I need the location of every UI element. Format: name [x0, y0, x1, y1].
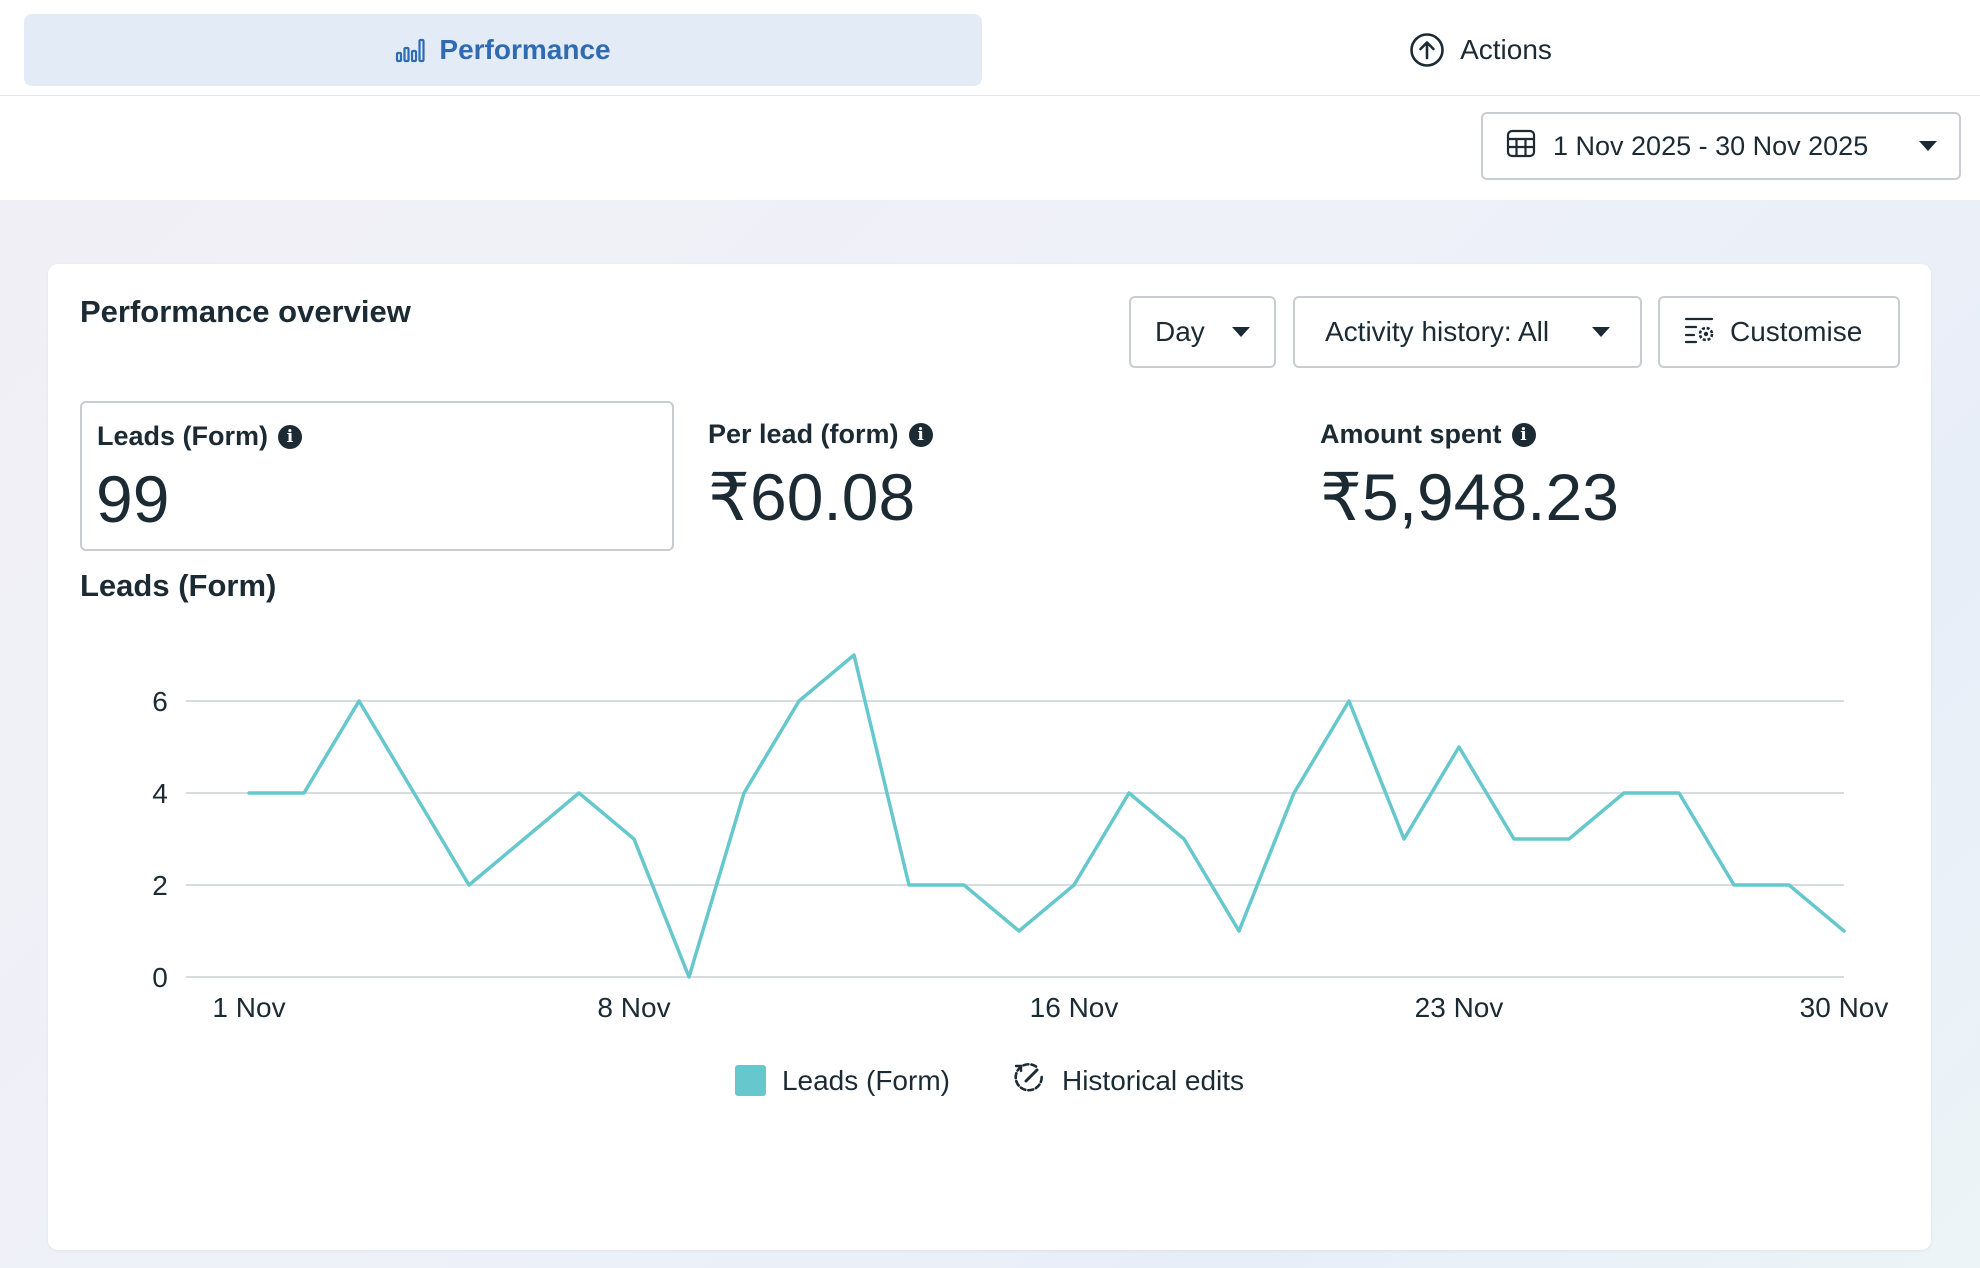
day-dropdown-label: Day — [1155, 316, 1205, 347]
customise-button[interactable]: Customise — [1658, 296, 1900, 368]
chart-legend: Leads (Form) Historical edits — [48, 1060, 1931, 1101]
info-icon[interactable]: i — [278, 424, 303, 449]
metric-per-lead-label-row: Per lead (form) i — [708, 419, 933, 450]
y-tick-label: 2 — [152, 870, 168, 901]
day-dropdown[interactable]: Day — [1129, 296, 1276, 368]
info-icon[interactable]: i — [908, 422, 933, 447]
legend-item-leads[interactable]: Leads (Form) — [734, 1060, 950, 1101]
chevron-down-icon — [1232, 327, 1250, 337]
arrow-up-circle-icon — [1408, 31, 1446, 69]
legend-edits-label: Historical edits — [1061, 1064, 1245, 1096]
metric-leads[interactable]: Leads (Form) i 99 — [80, 401, 674, 551]
tab-performance[interactable]: Performance — [24, 14, 982, 86]
tab-performance-label: Performance — [439, 34, 611, 65]
metric-amount-spent-value: ₹5,948.23 — [1320, 460, 1619, 534]
activity-history-dropdown[interactable]: Activity history: All — [1293, 296, 1642, 368]
metric-leads-label: Leads (Form) — [97, 421, 269, 451]
metric-amount-spent[interactable]: Amount spent i ₹5,948.23 — [1320, 401, 1880, 551]
activity-history-label: Activity history: All — [1325, 316, 1550, 347]
x-tick-label: 1 Nov — [212, 992, 285, 1023]
info-icon[interactable]: i — [1511, 422, 1536, 447]
x-tick-label: 30 Nov — [1800, 992, 1889, 1023]
legend-leads-label: Leads (Form) — [781, 1064, 950, 1096]
metric-amount-spent-label: Amount spent — [1320, 419, 1502, 449]
customise-label: Customise — [1730, 316, 1863, 347]
metric-per-lead-value: ₹60.08 — [708, 460, 916, 534]
series-line-0 — [247, 653, 1846, 979]
metric-amount-spent-label-row: Amount spent i — [1320, 419, 1536, 450]
metric-per-lead-label: Per lead (form) — [708, 419, 899, 449]
customise-settings-icon — [1684, 314, 1716, 351]
chart-title: Leads (Form) — [80, 568, 277, 603]
y-tick-label: 4 — [152, 778, 168, 809]
x-tick-label: 8 Nov — [597, 992, 670, 1023]
metric-per-lead[interactable]: Per lead (form) i ₹60.08 — [708, 401, 1268, 551]
tab-bar: Performance Actions — [0, 0, 1980, 96]
tab-actions[interactable]: Actions — [1010, 14, 1950, 86]
calendar-icon — [1505, 127, 1537, 166]
y-tick-label: 0 — [152, 962, 168, 993]
legend-swatch — [734, 1065, 766, 1096]
x-tick-label: 23 Nov — [1415, 992, 1504, 1023]
card-title: Performance overview — [80, 294, 411, 329]
metric-leads-value: 99 — [96, 462, 170, 536]
leads-line-chart: 0 2 4 6 1 Nov 8 Nov 16 Nov 23 Nov 30 Nov — [152, 653, 1889, 1023]
chevron-down-icon — [1592, 327, 1610, 337]
chevron-down-icon — [1919, 141, 1937, 151]
x-tick-label: 16 Nov — [1030, 992, 1119, 1023]
date-row: 1 Nov 2025 - 30 Nov 2025 — [0, 96, 1980, 200]
metric-leads-label-row: Leads (Form) i — [97, 421, 303, 452]
performance-overview-card: Performance overview Day Activity histor… — [48, 264, 1931, 1250]
date-range-label: 1 Nov 2025 - 30 Nov 2025 — [1553, 130, 1869, 161]
legend-item-historical-edits[interactable]: Historical edits — [1012, 1060, 1244, 1101]
historical-edits-icon — [1012, 1060, 1046, 1101]
tab-actions-label: Actions — [1460, 34, 1552, 65]
date-range-picker[interactable]: 1 Nov 2025 - 30 Nov 2025 — [1481, 112, 1961, 180]
bar-chart-icon — [395, 37, 426, 63]
y-tick-label: 6 — [152, 686, 168, 717]
